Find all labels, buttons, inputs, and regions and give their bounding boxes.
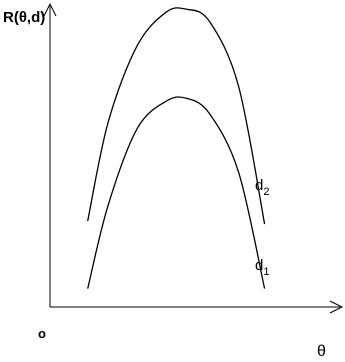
- x-axis-label: θ: [317, 343, 326, 360]
- y-axis-arrow: [43, 2, 57, 17]
- y-axis-label: R(θ,d): [3, 9, 45, 26]
- series-label-d1-sub: 1: [263, 266, 269, 278]
- series-line-d2: [87, 7, 266, 225]
- series-line-d1: [87, 96, 266, 289]
- series-label-d2-sub: 2: [263, 186, 269, 198]
- series-label-d2: d2: [255, 177, 269, 198]
- series-label-d1-main: d: [255, 257, 263, 274]
- series-label-d2-main: d: [255, 177, 263, 194]
- x-axis-arrow: [329, 300, 344, 314]
- origin-label: o: [38, 326, 46, 341]
- series-label-d1: d1: [255, 257, 269, 278]
